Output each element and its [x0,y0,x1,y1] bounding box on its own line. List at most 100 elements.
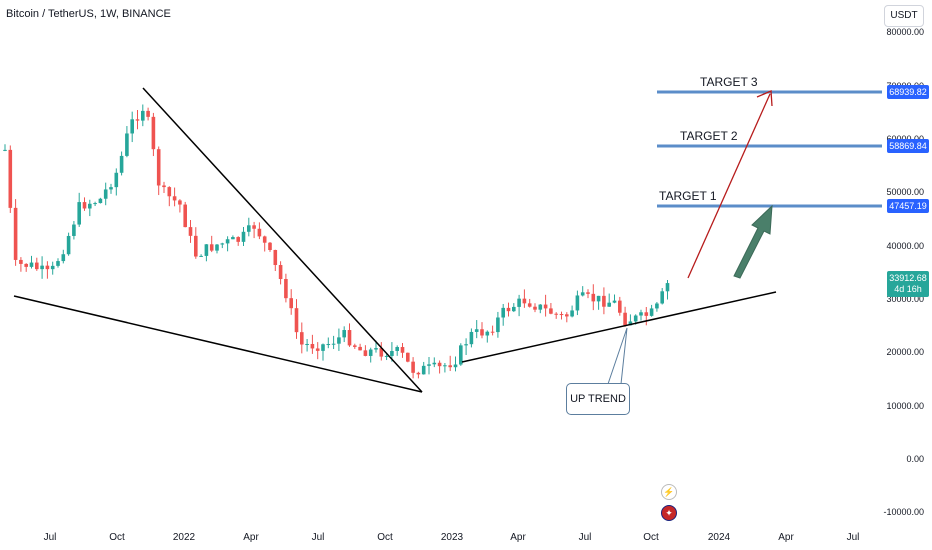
candle-body [628,321,633,326]
candle-body [618,300,622,313]
candle-body [19,259,23,264]
candle-body [77,202,81,225]
candle-body [554,313,558,315]
x-tick: Apr [778,532,794,543]
uptrend-callout[interactable]: UP TREND [566,383,630,415]
red-arrow-head [756,90,773,107]
candle-body [93,203,97,205]
candle-body [315,348,320,351]
lightning-icon[interactable]: ⚡ [661,484,677,500]
candle-body [13,207,18,260]
candle-body [125,133,129,156]
candle-body [88,203,92,209]
candle-body [273,249,278,266]
candle-body [522,298,527,304]
candle-body [363,350,368,356]
candle-body [241,231,246,242]
candle-body [565,314,569,317]
candle-body [215,244,219,251]
candle-body [103,189,108,199]
candle-body [649,308,654,316]
candle-body [602,295,606,307]
candle-body [549,308,553,314]
candle-body [194,235,198,257]
y-tick: 40000.00 [886,241,924,251]
candle-body [586,292,590,294]
y-tick: 50000.00 [886,187,924,197]
candle-body [506,307,511,312]
candle-body [527,303,532,307]
x-tick: 2024 [707,532,731,543]
candle-body [353,345,357,347]
red-projection-arrow [687,93,771,279]
candle-body [24,263,28,267]
bar-countdown: 4d 16h [894,284,922,294]
candle-body [98,198,103,204]
candle-body [119,155,124,173]
x-tick: 2022 [172,532,196,543]
callout-pointer [607,327,628,385]
candle-body [480,329,484,336]
x-tick: Apr [243,532,259,543]
candle-body [570,310,574,317]
x-tick: Apr [510,532,526,543]
candle-body [612,300,617,303]
y-tick: 10000.00 [886,401,924,411]
candle-body [623,312,627,326]
candle-body [262,236,267,243]
candle-body [342,330,346,338]
candle-body [66,235,71,255]
y-tick: 30000.00 [886,294,924,304]
candle-body [45,265,50,270]
candle-body [501,307,505,318]
x-tick: Oct [109,532,125,543]
candle-body [300,332,304,345]
candle-body [268,242,272,250]
candle-body [257,228,262,237]
candle-body [559,314,564,316]
y-tick: 0.00 [906,454,924,464]
candle-body [665,283,670,292]
candle-body [29,262,34,267]
candle-body [490,331,495,333]
candle-body [72,224,76,236]
candle-body [496,317,500,333]
candle-body [421,365,426,375]
candle-body [305,343,309,345]
candle-body [660,291,664,304]
candle-body [395,347,399,352]
candle-body [310,343,315,349]
candle-body [406,352,410,362]
candle-body [337,337,341,344]
candle-body [331,343,336,345]
candle-body [596,295,601,302]
candle-body [474,329,479,332]
candle-body [459,345,463,365]
x-tick: Jul [311,532,325,543]
candle-body [400,347,405,353]
target-1-label: TARGET 1 [659,189,717,203]
falling-wedge-upper-line [142,87,423,393]
x-tick: Jul [43,532,57,543]
candle-body [469,331,474,345]
candle-body [130,119,134,134]
currency-button[interactable]: USDT [884,5,924,27]
candle-body [294,308,299,333]
current-price-tag: 33912.68 4d 16h [887,271,929,297]
target-1-price-tag: 47457.19 [887,199,929,213]
candle-body [464,344,468,346]
candle-body [82,202,87,209]
candle-body [633,315,638,322]
y-tick: 20000.00 [886,347,924,357]
us-flag-icon[interactable]: ✦ [661,505,677,521]
candle-body [443,365,447,367]
candle-body [162,185,166,188]
candle-body [437,362,442,367]
candle-body [358,346,362,351]
candle-body [379,348,384,357]
candle-body [543,304,548,309]
candle-body [109,187,113,190]
target-3-price-tag: 68939.82 [887,85,929,99]
candle-body [517,298,521,307]
